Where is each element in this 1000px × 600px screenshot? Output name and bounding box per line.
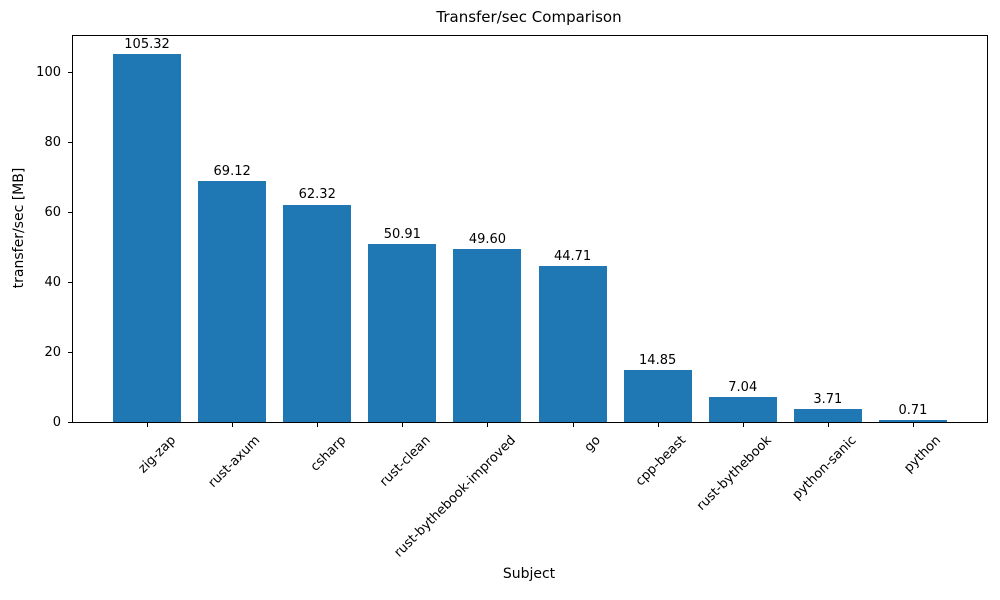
chart-title: Transfer/sec Comparison bbox=[436, 8, 622, 26]
bar-value-label: 44.71 bbox=[553, 248, 592, 264]
y-tick-label: 0 bbox=[52, 414, 61, 430]
y-tick-mark bbox=[68, 421, 72, 423]
y-tick-mark bbox=[68, 212, 72, 214]
x-tick-mark bbox=[827, 423, 829, 427]
bar-value-label: 62.32 bbox=[298, 187, 336, 203]
x-tick-label: cpp-beast bbox=[633, 433, 690, 490]
y-tick-mark bbox=[68, 351, 72, 353]
x-tick-mark bbox=[317, 423, 319, 427]
x-tick-mark bbox=[657, 423, 659, 427]
bar-rust-bythebook-improved bbox=[453, 248, 522, 422]
x-tick-label: csharp bbox=[307, 433, 349, 475]
bar-csharp bbox=[283, 204, 352, 422]
bar-python bbox=[878, 419, 947, 422]
y-tick-label: 40 bbox=[44, 274, 61, 290]
x-tick-mark bbox=[232, 423, 234, 427]
bar-value-label: 50.91 bbox=[383, 227, 421, 243]
y-tick-mark bbox=[68, 142, 72, 144]
x-tick-label: rust-bythebook bbox=[693, 433, 775, 514]
bar-rust-axum bbox=[198, 180, 267, 422]
x-axis-label: Subject bbox=[502, 566, 556, 582]
x-tick-label: go bbox=[582, 433, 605, 456]
bar-cpp-beast bbox=[623, 370, 692, 422]
y-tick-mark bbox=[68, 281, 72, 283]
y-tick-label: 80 bbox=[44, 135, 61, 151]
y-tick-label: 100 bbox=[36, 65, 61, 81]
x-tick-mark bbox=[572, 423, 574, 427]
x-tick-label: python-sanic bbox=[789, 433, 860, 503]
x-tick-mark bbox=[742, 423, 744, 427]
x-tick-mark bbox=[147, 423, 149, 427]
y-tick-mark bbox=[68, 72, 72, 74]
plot-area: 105.32 69.12 62.32 50.91 49.60 44.71 14.85 7.04… bbox=[36, 35, 988, 560]
bar-value-label: 3.71 bbox=[813, 392, 843, 408]
bar-value-label: 49.60 bbox=[468, 231, 507, 247]
bar-rust-clean bbox=[368, 244, 437, 422]
bar-python-sanic bbox=[793, 409, 862, 422]
y-tick-label: 20 bbox=[44, 344, 61, 360]
bar-rust-bythebook bbox=[708, 397, 777, 422]
bar-value-label: 0.71 bbox=[898, 402, 928, 418]
bar-value-label: 14.85 bbox=[639, 353, 677, 369]
x-tick-mark bbox=[402, 423, 404, 427]
x-tick-label: python bbox=[901, 433, 945, 476]
x-tick-label: zig-zap bbox=[135, 433, 179, 477]
y-tick-label: 60 bbox=[44, 205, 61, 221]
x-tick-label: rust-clean bbox=[377, 433, 434, 490]
y-axis-label: transfer/sec [MB] bbox=[11, 167, 27, 289]
bar-value-label: 69.12 bbox=[213, 163, 251, 179]
x-tick-label: rust-axum bbox=[205, 433, 264, 491]
bar-value-label: 7.04 bbox=[728, 380, 758, 396]
x-tick-mark bbox=[912, 423, 914, 427]
x-tick-mark bbox=[487, 423, 489, 427]
bar-zig-zap bbox=[113, 54, 182, 422]
bar-value-label: 105.32 bbox=[124, 37, 170, 53]
bar-go bbox=[538, 265, 607, 422]
